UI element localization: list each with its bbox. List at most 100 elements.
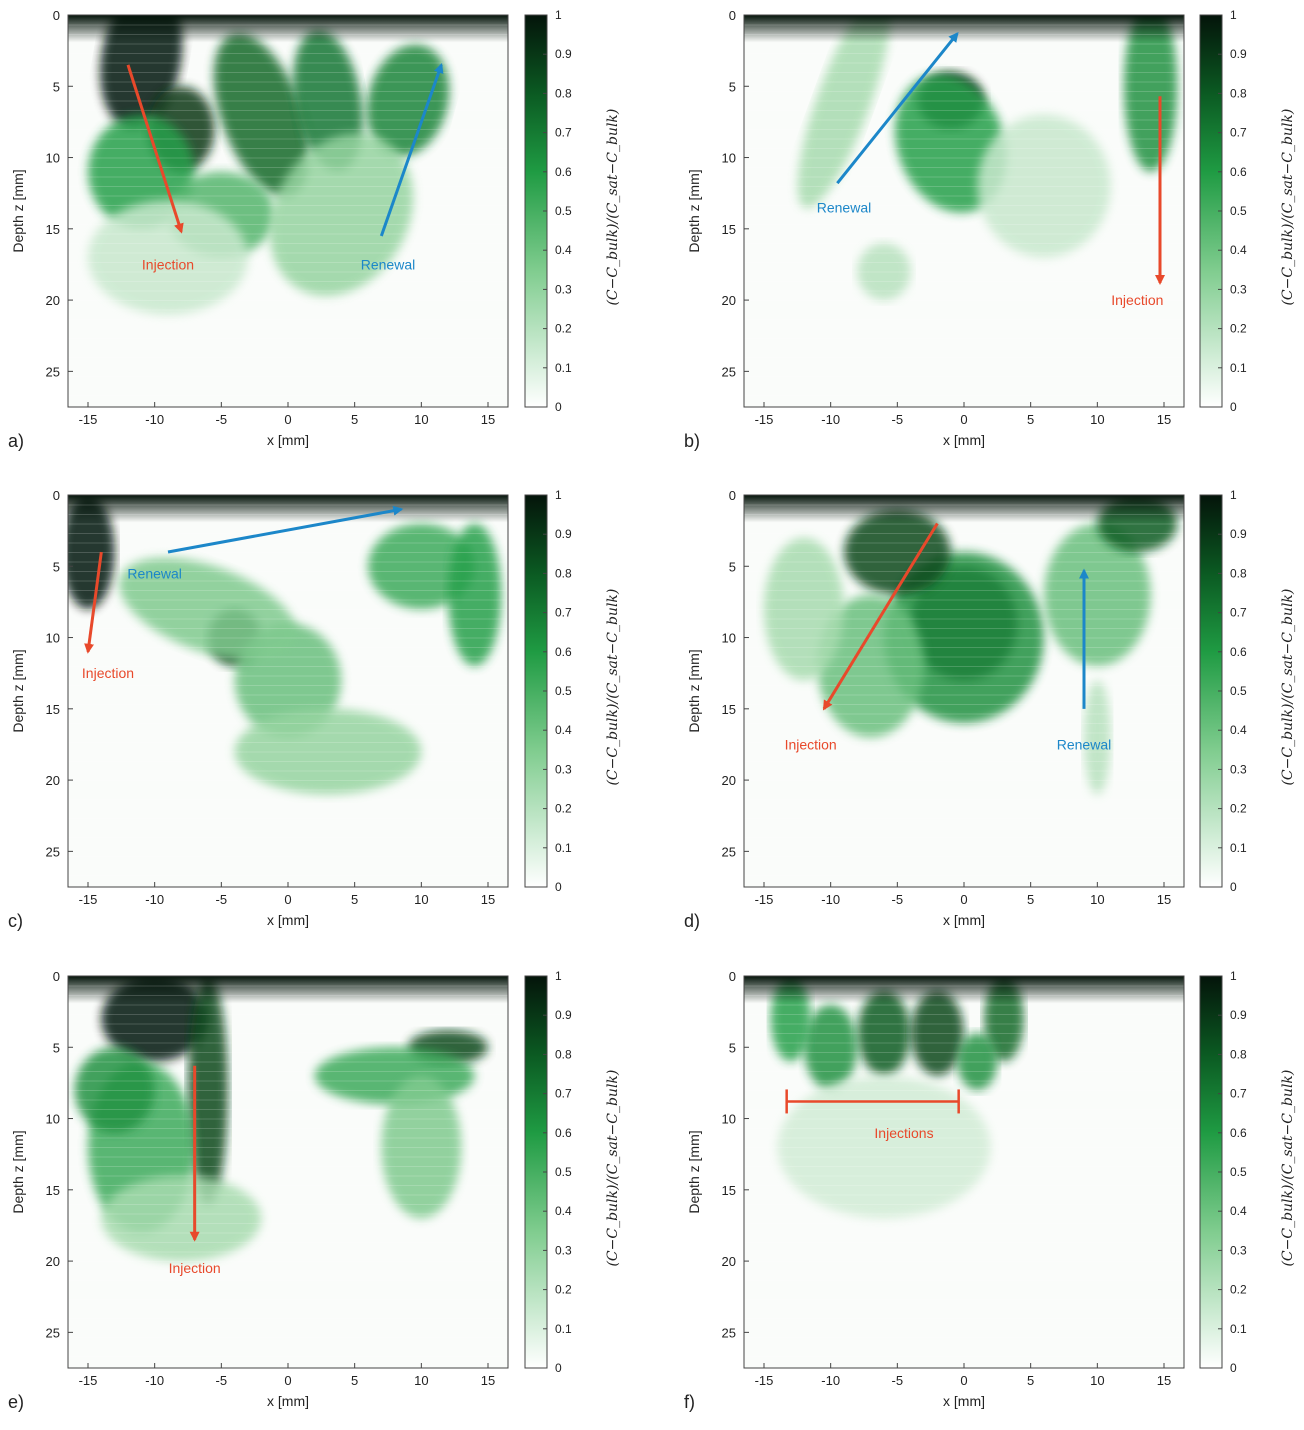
z-tick-label: 10: [722, 151, 736, 166]
z-tick-label: 0: [53, 8, 60, 23]
concentration-field: [68, 15, 508, 396]
z-axis-label: Depth z [mm]: [686, 649, 702, 732]
colorbar-tick-label: 0.1: [555, 1322, 572, 1336]
z-tick-label: 20: [722, 293, 736, 308]
z-tick-label: 25: [722, 844, 736, 859]
colorbar-tick-label: 0.4: [555, 243, 572, 257]
plume-blob: [68, 495, 115, 610]
plume-blob: [804, 1004, 858, 1091]
colorbar-tick-label: 0.8: [1230, 566, 1247, 580]
colorbar-tick-label: 0.5: [1230, 684, 1247, 698]
plume-blob: [366, 44, 450, 157]
colorbar-tick-label: 0: [555, 400, 562, 414]
colorbar-tick-label: 0.3: [555, 1243, 572, 1257]
concentration-field: [744, 976, 1184, 1357]
colorbar-tick-label: 0.7: [1230, 606, 1247, 620]
plume-blob: [234, 708, 422, 795]
x-tick-label: -15: [755, 412, 774, 427]
x-tick-label: 10: [1090, 1373, 1104, 1388]
injection-arrow: [822, 522, 939, 711]
z-tick-label: 0: [53, 969, 60, 984]
colorbar-tick-label: 0.4: [555, 1204, 572, 1218]
annotation-renewal: Renewal: [127, 565, 181, 581]
colorbar-tick-label: 0.4: [1230, 723, 1247, 737]
plume-blob: [777, 1075, 991, 1219]
panel-letter: f): [684, 1392, 695, 1412]
panel-letter: b): [684, 431, 700, 451]
colorbar-title: (C−C_bulk)/(C_sat−C_bulk): [1280, 589, 1296, 786]
annotation-injection: Injection: [1111, 292, 1163, 308]
z-tick-label: 25: [46, 364, 60, 379]
annotation-injection: Injection: [142, 256, 194, 272]
z-tick-label: 20: [722, 1254, 736, 1269]
colorbar-tick-label: 0.7: [555, 126, 572, 140]
x-tick-label: 0: [960, 412, 967, 427]
z-tick-label: 25: [46, 1325, 60, 1340]
colorbar-tick-label: 1: [1230, 969, 1237, 983]
renewal-arrow: [167, 505, 404, 554]
x-tick-label: 10: [414, 412, 428, 427]
x-tick-label: 5: [1027, 1373, 1034, 1388]
x-tick-label: -5: [892, 412, 904, 427]
annotation-renewal: Renewal: [1057, 736, 1111, 752]
colorbar-tick-label: 0.9: [1230, 1008, 1247, 1022]
plume-blob: [213, 33, 309, 197]
colorbar-tick-label: 0: [1230, 880, 1237, 894]
x-tick-label: 5: [1027, 892, 1034, 907]
x-tick-label: 15: [1157, 892, 1171, 907]
plume-blob: [857, 243, 911, 301]
colorbar-tick-label: 0.8: [1230, 1047, 1247, 1061]
colorbar-tick-label: 0.5: [555, 1165, 572, 1179]
colorbar-tick-label: 1: [1230, 488, 1237, 502]
z-tick-label: 25: [46, 844, 60, 859]
z-tick-label: 15: [46, 222, 60, 237]
x-tick-label: -15: [755, 892, 774, 907]
colorbar-tick-label: 1: [1230, 8, 1237, 22]
colorbar-tick-label: 0.8: [555, 86, 572, 100]
x-tick-label: -15: [79, 1373, 98, 1388]
colorbar-tick-label: 0.9: [555, 527, 572, 541]
annotation-injections: Injections: [874, 1125, 933, 1141]
colorbar-tick-label: 0.6: [1230, 645, 1247, 659]
x-axis-label: x [mm]: [267, 1393, 309, 1409]
colorbar-tick-label: 0.7: [1230, 126, 1247, 140]
x-tick-label: 5: [351, 892, 358, 907]
colorbar-tick-label: 0.1: [555, 841, 572, 855]
z-tick-label: 15: [722, 222, 736, 237]
renewal-arrow: [379, 63, 444, 237]
x-tick-label: -10: [821, 412, 840, 427]
x-tick-label: 0: [284, 412, 291, 427]
colorbar-tick-label: 0.4: [555, 723, 572, 737]
colorbar-tick-label: 0.2: [555, 1283, 572, 1297]
x-tick-label: -5: [216, 892, 228, 907]
x-tick-label: 0: [960, 1373, 967, 1388]
x-tick-label: 0: [960, 892, 967, 907]
z-axis-label: Depth z [mm]: [686, 169, 702, 252]
annotation-injection: Injection: [82, 665, 134, 681]
z-tick-label: 5: [53, 559, 60, 574]
colorbar-tick-label: 0.3: [1230, 1243, 1247, 1257]
z-tick-label: 10: [46, 631, 60, 646]
z-tick-label: 25: [722, 364, 736, 379]
plume-blob: [957, 1033, 998, 1091]
plume-blob: [119, 557, 297, 661]
z-tick-label: 10: [722, 1112, 736, 1127]
colorbar-title: (C−C_bulk)/(C_sat−C_bulk): [605, 1070, 621, 1267]
colorbar-tick-label: 0: [555, 1361, 562, 1375]
surface-layer: [68, 15, 508, 43]
z-tick-label: 15: [722, 702, 736, 717]
colorbar-tick-label: 0.2: [1230, 802, 1247, 816]
colorbar-tick-label: 0.1: [1230, 1322, 1247, 1336]
colorbar-tick-label: 0.7: [1230, 1087, 1247, 1101]
x-axis-label: x [mm]: [267, 912, 309, 928]
x-tick-label: -15: [79, 892, 98, 907]
injection-arrow: [126, 64, 184, 234]
plume-blob: [88, 114, 195, 229]
surface-layer: [744, 495, 1184, 523]
annotation-injection: Injection: [785, 736, 837, 752]
concentration-field: [68, 495, 508, 876]
plume-blob: [817, 594, 925, 738]
z-axis-label: Depth z [mm]: [10, 169, 26, 252]
